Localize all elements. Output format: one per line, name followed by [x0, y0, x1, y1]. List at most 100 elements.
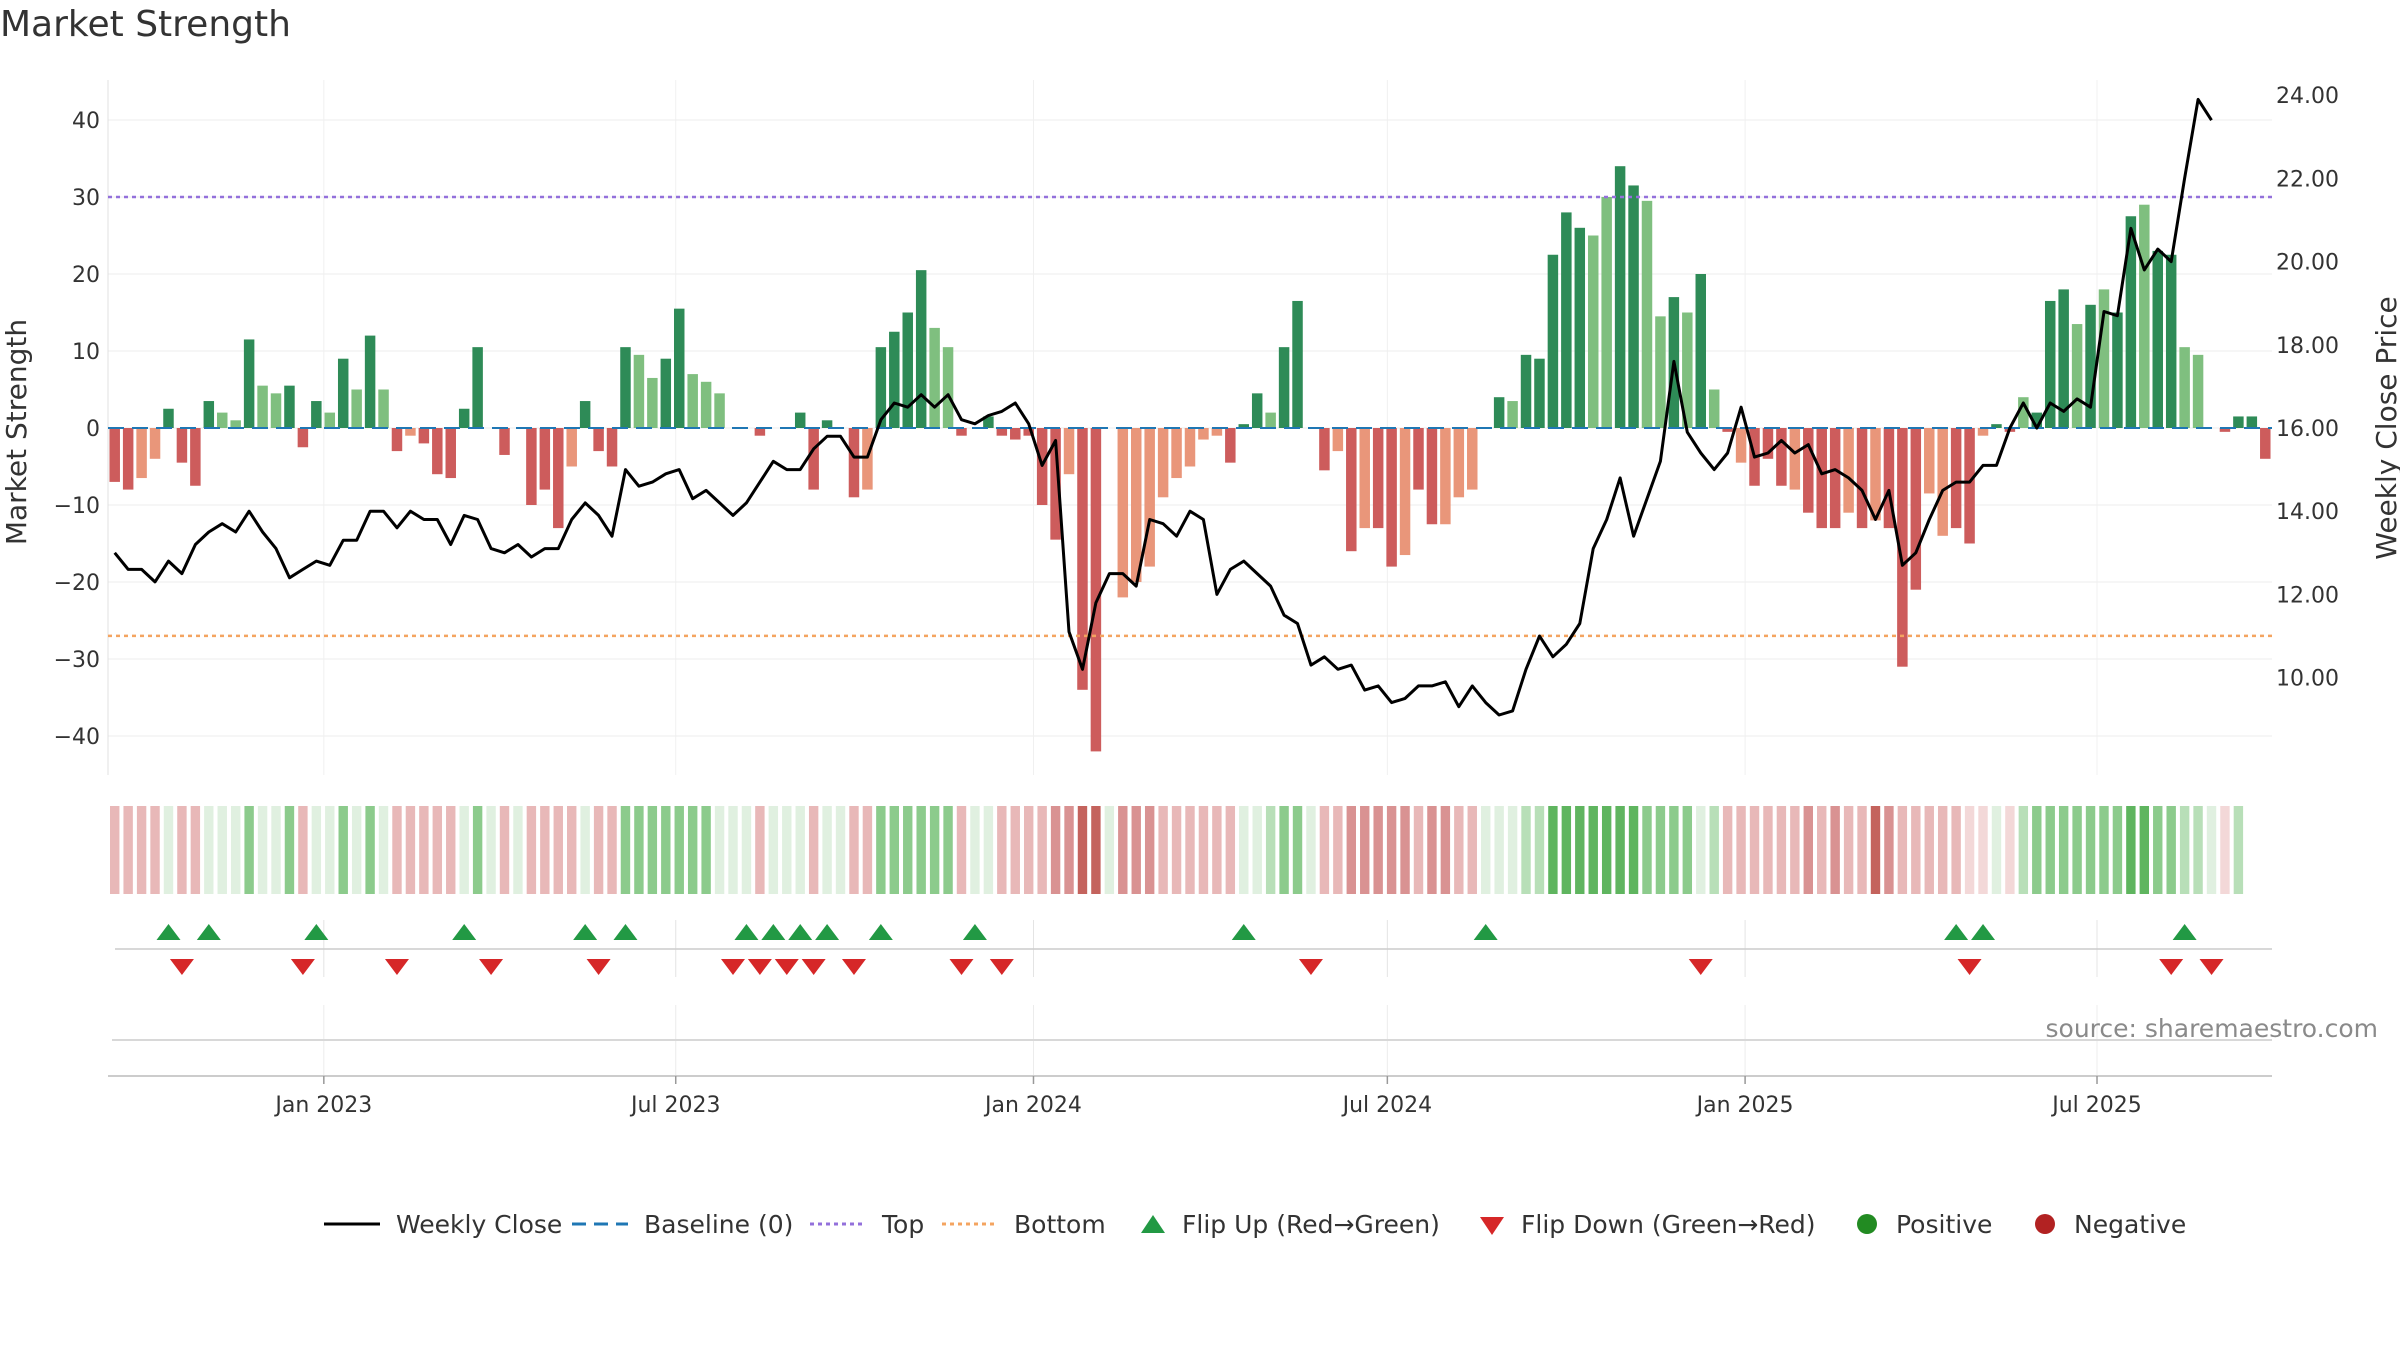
strength-bar	[2125, 216, 2137, 428]
strip-cell	[580, 806, 590, 894]
strip-cell	[1655, 806, 1666, 894]
strength-bar	[472, 347, 483, 428]
strength-bar	[297, 428, 309, 448]
strip-cell	[365, 806, 375, 894]
strip-cell	[1548, 806, 1558, 894]
strength-bar	[270, 393, 282, 428]
baseline-legend-icon	[572, 1222, 628, 1226]
strip-cell	[983, 806, 994, 894]
strip-cell	[1857, 806, 1867, 894]
flip-down-marker	[2159, 959, 2184, 975]
strip-cell	[674, 806, 684, 894]
strip-cell	[459, 806, 469, 894]
strip-cell	[1507, 806, 1518, 894]
strength-bar	[956, 428, 967, 436]
strip-cell	[1843, 806, 1854, 894]
strength-bar	[1843, 428, 1854, 513]
strength-bar	[1601, 197, 1612, 428]
strength-bar	[794, 412, 806, 428]
strength-bar	[566, 428, 577, 467]
flip-down-marker	[989, 959, 1014, 975]
grid-lines	[107, 80, 2272, 1075]
strip-cell	[2153, 806, 2163, 894]
y-tick-label: −30	[54, 648, 100, 673]
strength-bar	[1682, 312, 1693, 428]
x-tick-label: Jul 2024	[1341, 1093, 1433, 1118]
source-attribution: source: sharemaestro.com	[2045, 1014, 2379, 1043]
flip-markers	[112, 924, 2272, 1041]
legend-item-weekly-close[interactable]: Weekly Close	[322, 1204, 562, 1244]
x-axis: Jan 2023 Jul 2023 Jan 2024 Jul 2024 Jan 2025…	[108, 1075, 2272, 1118]
strength-bar	[1372, 428, 1384, 529]
flip-down-marker	[1688, 959, 1713, 975]
strip-cell	[2112, 806, 2123, 894]
legend-item-flip-down[interactable]: Flip Down (Green→Red)	[1477, 1204, 1816, 1244]
strength-bar	[902, 312, 913, 428]
strip-cell	[1104, 806, 1115, 894]
strip-cell	[822, 806, 832, 894]
strip-cell	[553, 806, 563, 894]
legend-item-top[interactable]: Top	[808, 1204, 924, 1244]
strip-cell	[540, 806, 550, 894]
strip-cell	[943, 806, 953, 894]
strip-cell	[1776, 806, 1787, 894]
strip-cell	[849, 806, 859, 894]
legend-item-flip-up[interactable]: Flip Up (Red→Green)	[1138, 1204, 1440, 1244]
strength-bar	[1346, 428, 1357, 552]
strength-bar	[1198, 428, 1209, 440]
strength-bar	[808, 428, 819, 490]
strength-bar	[929, 327, 940, 428]
strip-cell	[419, 806, 429, 894]
strip-cell	[499, 806, 510, 894]
strength-bar	[2233, 416, 2244, 428]
strength-bar	[848, 428, 860, 498]
strength-bar	[593, 428, 604, 452]
legend-item-bottom[interactable]: Bottom	[940, 1204, 1106, 1244]
flip-up-marker	[573, 924, 598, 940]
strip-cell	[1897, 806, 1908, 894]
strip-cell	[1763, 806, 1773, 894]
strength-heat-strip	[110, 806, 2244, 894]
strip-cell	[1454, 806, 1464, 894]
y-tick-label: 10	[72, 340, 100, 365]
strength-bar	[458, 408, 470, 428]
flip-down-legend-icon	[1480, 1217, 1504, 1235]
strip-cell	[593, 806, 604, 894]
strip-cell	[1333, 806, 1343, 894]
strength-bar	[243, 339, 255, 428]
legend-item-negative[interactable]: Negative	[2030, 1204, 2186, 1244]
strength-bar	[163, 408, 174, 428]
strip-cell	[1534, 806, 1545, 894]
strength-bar	[1157, 428, 1169, 498]
strip-cell	[1628, 806, 1639, 894]
strength-bar	[190, 428, 201, 486]
flip-down-marker	[290, 959, 315, 975]
strip-cell	[916, 806, 926, 894]
strip-cell	[217, 806, 227, 894]
strip-cell	[956, 806, 967, 894]
strength-bar	[553, 428, 564, 529]
strength-bar	[1332, 428, 1344, 452]
strength-bar	[1722, 428, 1733, 432]
strength-bar	[1614, 166, 1626, 428]
legend-item-positive[interactable]: Positive	[1852, 1204, 1992, 1244]
legend-item-baseline[interactable]: Baseline (0)	[570, 1204, 793, 1244]
strip-cell	[325, 806, 335, 894]
strip-cell	[230, 806, 241, 894]
flip-up-marker	[1473, 924, 1498, 940]
strength-bar	[2152, 250, 2163, 428]
strip-cell	[1749, 806, 1760, 894]
strip-cell	[2220, 806, 2230, 894]
strength-bar	[2018, 397, 2029, 428]
y2-tick-label: 16.00	[2276, 417, 2339, 442]
strength-bar	[1991, 424, 2002, 428]
strength-bar	[351, 389, 362, 428]
strip-cell	[1964, 806, 1975, 894]
strip-cell	[1790, 806, 1800, 894]
strength-bar	[1776, 428, 1787, 486]
y2-tick-label: 20.00	[2276, 251, 2339, 276]
strength-bar	[391, 428, 403, 452]
strip-cell	[2058, 806, 2069, 894]
strip-cell	[257, 806, 268, 894]
strip-cell	[1386, 806, 1397, 894]
